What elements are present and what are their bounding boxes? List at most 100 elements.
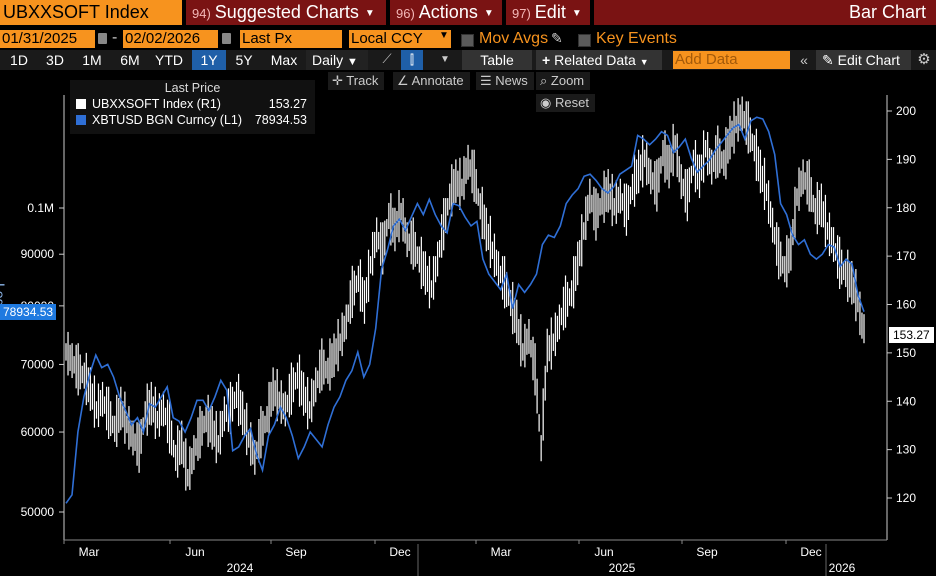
right-tick-label: 120 [896,491,916,505]
right-tick-label: 150 [896,346,916,360]
table-button[interactable]: Table [462,50,532,70]
related-data-label: Related Data [554,52,636,68]
mov-avgs-label: Mov Avgs [479,30,549,47]
x-tick-label: Dec [800,545,821,559]
plus-icon: + [542,52,551,68]
reset-label: Reset [554,95,589,110]
calendar-icon[interactable] [222,33,231,44]
series-ubxxsoft [65,96,865,491]
date-separator: - [112,29,118,46]
related-data-button[interactable]: + Related Data ▼ [536,50,662,70]
bar-chart-icon[interactable]: ⫿ [401,50,423,70]
right-tick-label: 190 [896,152,916,166]
legend-swatch [76,115,86,125]
year-label: 2026 [829,561,856,575]
range-1d[interactable]: 1D [10,52,28,68]
range-3d[interactable]: 3D [46,52,64,68]
range-1m[interactable]: 1M [82,52,102,68]
range-6m[interactable]: 6M [120,52,140,68]
range-ytd[interactable]: YTD [155,52,183,68]
chevron-down-icon[interactable]: ▼ [440,54,450,65]
line-chart-icon[interactable]: ⟋ [382,51,392,66]
key-events-label: Key Events [596,30,677,47]
collapse-icon[interactable]: « [800,52,808,68]
zoom-label: Zoom [550,73,585,88]
right-tick-label: 160 [896,298,916,312]
news-icon: ☰ [480,73,492,88]
left-tick-label: 60000 [21,425,55,439]
frequency-select[interactable]: Daily ▼ [306,50,368,70]
actions-label: Actions [418,2,478,22]
right-tick-label: 170 [896,249,916,263]
magnifier-icon: ⌕ [540,73,548,88]
toolbar: 1D 3D 1M 6M YTD 1Y 5Y Max Daily ▼ ⟋ ⫿ ▼ … [0,50,936,70]
x-tick-label: Mar [79,545,100,559]
log-scale-label: Log [0,283,8,307]
right-tick-label: 130 [896,443,916,457]
left-tick-label: 90000 [21,247,55,261]
annotate-label: Annotate [411,73,464,88]
reset-tool[interactable]: ◉ Reset [536,94,595,112]
x-tick-label: Sep [696,545,718,559]
legend: Last Price UBXXSOFT Index (R1) 153.27 XB… [70,80,315,134]
actions-number: 96) [396,6,415,21]
x-tick-label: Jun [185,545,204,559]
price-field-select[interactable]: Last Px [240,30,342,48]
annotate-icon: ∠ [397,73,409,88]
legend-item-xbtusd[interactable]: XBTUSD BGN Curncy (L1) 78934.53 [70,112,315,128]
zoom-tool[interactable]: ⌕ Zoom [536,72,591,90]
crosshair-icon: ✛ [332,73,343,88]
chevron-down-icon: ▼ [347,56,358,68]
right-tick-label: 180 [896,201,916,215]
add-data-input[interactable]: Add Data [673,51,790,69]
chevron-down-icon: ▼ [483,8,494,19]
controls-bar: 01/31/2025 - 02/02/2026 Last Px Local CC… [0,29,936,49]
mov-avgs-checkbox[interactable] [461,34,474,47]
left-tick-label: 70000 [21,357,55,371]
chevron-down-icon: ▼ [364,8,375,19]
x-tick-label: Mar [491,545,512,559]
x-tick-label: Jun [594,545,613,559]
last-value-tag-left: 78934.53 [0,304,57,320]
range-5y[interactable]: 5Y [235,52,253,68]
end-date-field[interactable]: 02/02/2026 [123,30,218,48]
news-label: News [495,73,528,88]
chevron-down-icon: ▼ [571,8,582,19]
chevron-down-icon: ▼ [439,30,449,41]
right-tick-label: 200 [896,104,916,118]
pencil-icon[interactable]: ✎ [551,30,563,46]
news-tool[interactable]: ☰ News [476,72,534,90]
legend-item-ubxxsoft[interactable]: UBXXSOFT Index (R1) 153.27 [70,96,315,112]
track-tool[interactable]: ✛ Track [328,72,385,90]
left-tick-label: 50000 [21,505,55,519]
series-xbtusd-line [65,116,865,504]
start-date-field[interactable]: 01/31/2025 [0,30,95,48]
legend-value: 153.27 [268,97,307,111]
edit-label: Edit [534,2,566,22]
x-tick-label: Sep [285,545,307,559]
suggested-charts-button[interactable]: 94) Suggested Charts ▼ [186,0,386,25]
right-tick-label: 140 [896,394,916,408]
gear-icon[interactable]: ⚙ [917,51,931,68]
title-bar: UBXXSOFT Index 94) Suggested Charts ▼ 96) A… [0,0,936,25]
range-max[interactable]: Max [270,52,298,68]
legend-name: XBTUSD BGN Curncy (L1) [92,113,243,127]
key-events-checkbox[interactable] [578,34,591,47]
edit-button[interactable]: 97) Edit ▼ [506,0,590,25]
range-1y[interactable]: 1Y [192,50,226,70]
legend-value: 78934.53 [254,113,307,127]
ticker-field[interactable]: UBXXSOFT Index [0,0,182,25]
currency-select[interactable]: Local CCY [349,30,451,48]
edit-chart-button[interactable]: ✎ Edit Chart [816,50,911,70]
last-value-tag-right: 153.27 [889,327,934,343]
legend-swatch [76,99,86,109]
pencil-icon: ✎ [822,52,834,68]
suggested-charts-number: 94) [192,6,211,21]
legend-header: Last Price [164,81,221,95]
year-label: 2024 [227,561,254,575]
actions-button[interactable]: 96) Actions ▼ [390,0,502,25]
left-tick-label: 0.1M [27,201,54,215]
calendar-icon[interactable] [98,33,107,44]
x-tick-label: Dec [389,545,410,559]
annotate-tool[interactable]: ∠ Annotate [393,72,470,90]
